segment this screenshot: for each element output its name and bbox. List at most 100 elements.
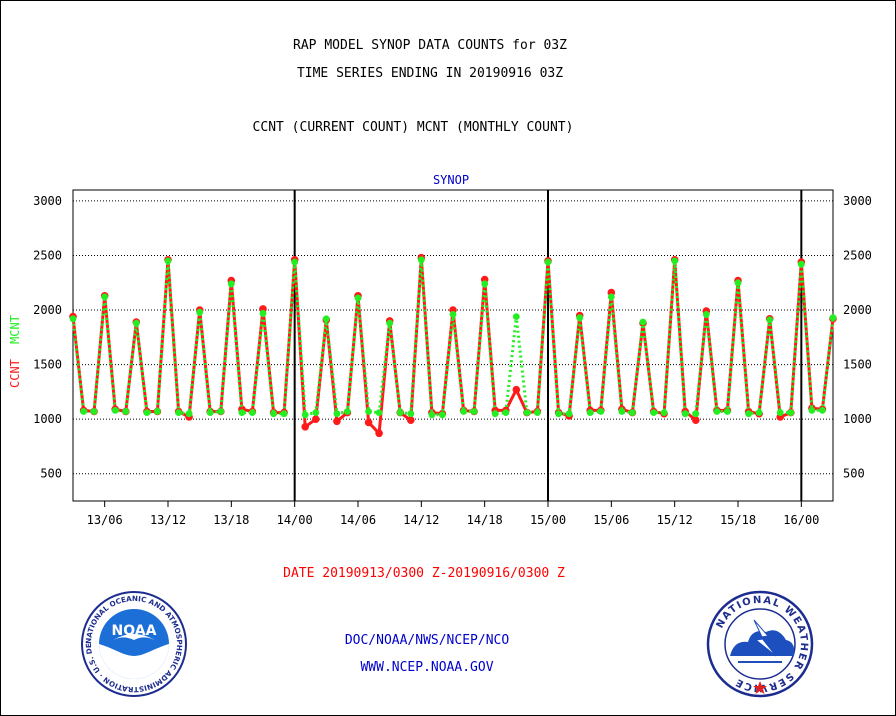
series-line-ccnt bbox=[71, 256, 835, 435]
point-mcnt-72 bbox=[829, 314, 837, 322]
point-mcnt-21 bbox=[291, 258, 299, 266]
point-mcnt-43 bbox=[523, 409, 531, 416]
point-mcnt-68 bbox=[787, 409, 795, 416]
plot-frame bbox=[72, 189, 834, 502]
point-mcnt-4 bbox=[111, 407, 119, 414]
website-link[interactable]: WWW.NCEP.NOAA.GOV bbox=[360, 660, 494, 675]
point-mcnt-67 bbox=[776, 409, 784, 416]
point-mcnt-1 bbox=[80, 408, 87, 415]
point-ccnt-23 bbox=[312, 415, 320, 424]
y-tick-right-2500: 2500 bbox=[843, 248, 872, 262]
x-tick-label-16-00: 16/00 bbox=[783, 513, 819, 527]
dataset-title: SYNOP bbox=[433, 173, 469, 187]
point-mcnt-8 bbox=[154, 408, 161, 415]
point-mcnt-17 bbox=[249, 409, 256, 416]
y-tick-left-1500: 1500 bbox=[33, 358, 62, 372]
point-mcnt-20 bbox=[280, 410, 288, 418]
point-mcnt-36 bbox=[449, 311, 457, 318]
x-tick-label-14-18: 14/18 bbox=[467, 513, 503, 527]
point-mcnt-32 bbox=[407, 410, 415, 418]
point-mcnt-38 bbox=[470, 408, 478, 415]
point-mcnt-19 bbox=[270, 410, 277, 418]
point-mcnt-59 bbox=[692, 410, 700, 418]
point-mcnt-9 bbox=[164, 257, 172, 265]
noaa-logo: NATIONAL OCEANIC AND ATMOSPHERIC ADMINIS… bbox=[80, 590, 187, 697]
point-mcnt-71 bbox=[819, 407, 826, 414]
x-tick-label-14-00: 14/00 bbox=[277, 513, 313, 527]
point-mcnt-70 bbox=[808, 407, 816, 414]
nws-logo: NATIONAL WEATHER SERVICE bbox=[706, 590, 814, 698]
noaa-center-text: NOAA bbox=[112, 623, 157, 639]
point-mcnt-28 bbox=[365, 408, 372, 415]
point-mcnt-61 bbox=[713, 408, 721, 415]
point-mcnt-25 bbox=[333, 410, 341, 418]
org-line: DOC/NOAA/NWS/NCEP/NCO bbox=[344, 633, 510, 648]
point-mcnt-62 bbox=[724, 408, 731, 415]
point-mcnt-58 bbox=[681, 410, 689, 418]
point-mcnt-26 bbox=[344, 408, 351, 415]
point-mcnt-40 bbox=[491, 410, 499, 418]
point-mcnt-48 bbox=[576, 314, 584, 322]
point-mcnt-35 bbox=[439, 411, 446, 419]
y-tick-left-2000: 2000 bbox=[33, 303, 62, 317]
y-tick-right-3000: 3000 bbox=[843, 194, 872, 208]
point-mcnt-0 bbox=[69, 315, 77, 323]
point-mcnt-34 bbox=[428, 411, 436, 419]
y-tick-left-2500: 2500 bbox=[33, 248, 62, 262]
point-mcnt-7 bbox=[143, 409, 151, 416]
y-tick-left-500: 500 bbox=[40, 467, 62, 481]
point-mcnt-18 bbox=[259, 309, 267, 317]
point-mcnt-41 bbox=[502, 409, 510, 416]
point-mcnt-31 bbox=[396, 409, 404, 416]
point-mcnt-29 bbox=[375, 409, 383, 416]
y-axis-label-mcnt: MCNT bbox=[8, 315, 22, 344]
point-mcnt-11 bbox=[185, 410, 193, 418]
point-mcnt-23 bbox=[312, 409, 320, 416]
y-tick-left-1000: 1000 bbox=[33, 412, 62, 426]
point-mcnt-64 bbox=[745, 410, 752, 418]
y-tick-right-500: 500 bbox=[843, 467, 865, 481]
point-mcnt-15 bbox=[227, 280, 235, 288]
point-ccnt-22 bbox=[301, 423, 310, 431]
point-mcnt-6 bbox=[132, 319, 140, 327]
point-mcnt-3 bbox=[101, 293, 109, 301]
x-tick-label-13-18: 13/18 bbox=[213, 513, 249, 527]
point-mcnt-12 bbox=[196, 308, 204, 316]
point-mcnt-53 bbox=[629, 409, 636, 416]
point-mcnt-49 bbox=[586, 409, 594, 416]
point-mcnt-55 bbox=[650, 409, 657, 416]
x-tick-label-15-00: 15/00 bbox=[530, 513, 566, 527]
point-mcnt-54 bbox=[639, 318, 647, 326]
x-tick-label-15-12: 15/12 bbox=[657, 513, 693, 527]
y-tick-left-3000: 3000 bbox=[33, 194, 62, 208]
y-tick-right-1500: 1500 bbox=[843, 358, 872, 372]
y-tick-right-2000: 2000 bbox=[843, 303, 872, 317]
point-mcnt-65 bbox=[755, 409, 763, 416]
point-mcnt-30 bbox=[386, 319, 394, 327]
point-mcnt-44 bbox=[534, 409, 541, 416]
point-mcnt-10 bbox=[175, 409, 183, 416]
point-mcnt-66 bbox=[766, 316, 774, 324]
point-mcnt-39 bbox=[481, 280, 489, 288]
point-ccnt-42 bbox=[512, 385, 521, 394]
point-mcnt-57 bbox=[671, 257, 679, 265]
y-tick-right-1000: 1000 bbox=[843, 412, 872, 426]
x-tick-label-13-12: 13/12 bbox=[150, 513, 186, 527]
point-ccnt-29 bbox=[375, 429, 383, 438]
point-mcnt-2 bbox=[90, 408, 98, 415]
x-tick-label-15-18: 15/18 bbox=[720, 513, 756, 527]
point-mcnt-47 bbox=[565, 410, 573, 418]
point-ccnt-59 bbox=[692, 416, 700, 425]
x-tick-label-13-06: 13/06 bbox=[87, 513, 123, 527]
x-tick-label-14-12: 14/12 bbox=[403, 513, 439, 527]
point-mcnt-42 bbox=[512, 313, 520, 320]
point-mcnt-56 bbox=[660, 409, 668, 416]
point-mcnt-37 bbox=[460, 408, 467, 415]
point-ccnt-25 bbox=[333, 417, 341, 426]
x-tick-label-15-06: 15/06 bbox=[593, 513, 629, 527]
legend-description: CCNT (CURRENT COUNT) MCNT (MONTHLY COUNT… bbox=[252, 120, 574, 135]
series-line-mcnt bbox=[71, 258, 835, 417]
point-mcnt-22 bbox=[301, 411, 309, 419]
chart-main-title: RAP MODEL SYNOP DATA COUNTS for 03Z bbox=[293, 38, 567, 53]
